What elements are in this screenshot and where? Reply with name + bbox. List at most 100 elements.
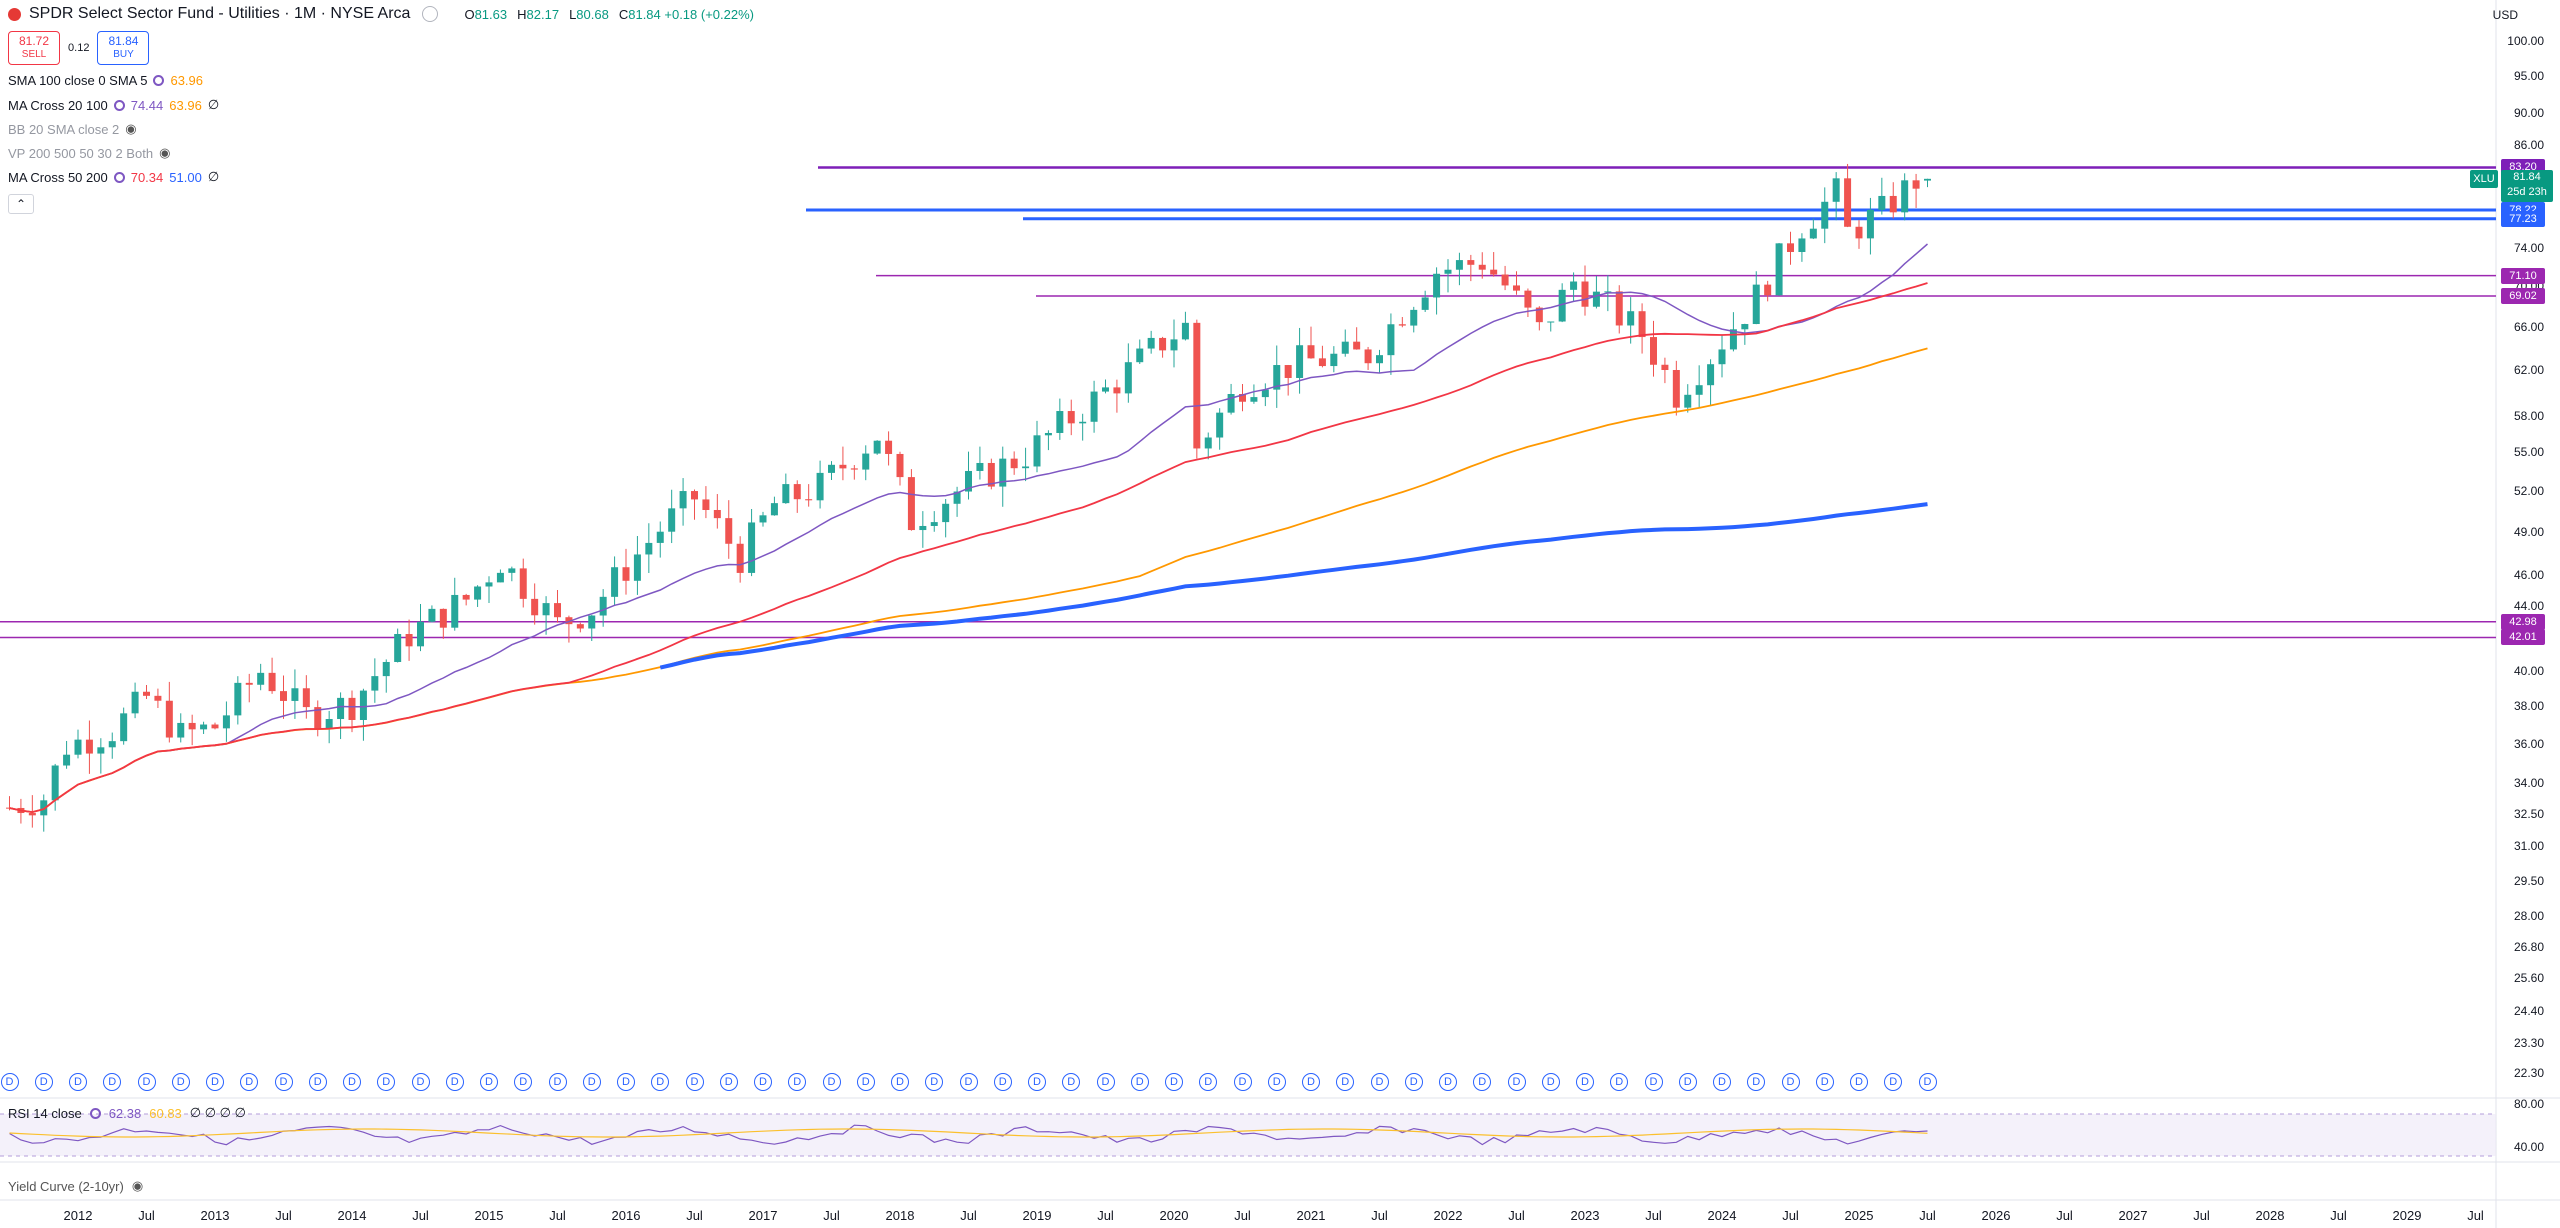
- dividend-badge[interactable]: D: [1781, 1073, 1800, 1091]
- settings-icon[interactable]: [113, 171, 125, 183]
- dividend-badge[interactable]: D: [137, 1073, 156, 1091]
- candle-body: [896, 453, 904, 478]
- eye-icon[interactable]: ◉: [159, 145, 171, 160]
- dividend-badge[interactable]: D: [1576, 1073, 1594, 1091]
- dividend-badge[interactable]: D: [206, 1073, 224, 1091]
- indicator-legend-1[interactable]: MA Cross 20 100 74.44 63.96 ∅: [8, 97, 219, 113]
- price-scale-label: 62.00: [2513, 362, 2544, 377]
- dividend-badge[interactable]: D: [1199, 1073, 1218, 1091]
- currency-label[interactable]: USD: [2492, 8, 2518, 22]
- dividend-badge[interactable]: D: [1678, 1073, 1697, 1091]
- eye-icon[interactable]: ◉: [125, 121, 137, 136]
- candle-body: [1421, 297, 1429, 310]
- dividend-badge[interactable]: D: [1713, 1073, 1731, 1091]
- candle-body: [805, 499, 813, 501]
- dividend-badge[interactable]: D: [171, 1073, 190, 1091]
- dividend-badge[interactable]: D: [1884, 1073, 1903, 1091]
- dividend-badge[interactable]: D: [343, 1073, 361, 1091]
- dividend-badge[interactable]: D: [1267, 1073, 1286, 1091]
- dividend-badge[interactable]: D: [1165, 1073, 1183, 1091]
- dividend-badge[interactable]: D: [856, 1073, 875, 1091]
- dividend-badge[interactable]: D: [377, 1073, 396, 1091]
- dividend-badge[interactable]: D: [685, 1073, 704, 1091]
- candle-body: [348, 697, 356, 720]
- symbol-title[interactable]: SPDR Select Sector Fund - Utilities · 1M…: [29, 5, 411, 22]
- dividend-badge[interactable]: D: [1336, 1073, 1355, 1091]
- dividend-badge[interactable]: D: [651, 1073, 670, 1091]
- dividend-badge[interactable]: D: [480, 1073, 498, 1091]
- more-options-icon[interactable]: [422, 6, 439, 22]
- dividend-badge[interactable]: D: [891, 1073, 909, 1091]
- dividend-badge[interactable]: D: [719, 1073, 738, 1091]
- dividend-badge[interactable]: D: [754, 1073, 772, 1091]
- candle-body: [1547, 321, 1555, 323]
- price-scale-label: 90.00: [2513, 106, 2544, 121]
- dividend-badge[interactable]: D: [1439, 1073, 1457, 1091]
- dividend-badge[interactable]: D: [1062, 1073, 1081, 1091]
- dividend-badge[interactable]: D: [582, 1073, 601, 1091]
- dividend-badge[interactable]: D: [1370, 1073, 1389, 1091]
- dividend-badge[interactable]: D: [34, 1073, 53, 1091]
- dividend-badge[interactable]: D: [993, 1073, 1012, 1091]
- dividend-badge[interactable]: D: [308, 1073, 327, 1091]
- dividend-badge[interactable]: D: [548, 1073, 567, 1091]
- dividend-badge[interactable]: D: [411, 1073, 430, 1091]
- dividend-badge[interactable]: D: [1747, 1073, 1766, 1091]
- indicator-legend-2[interactable]: BB 20 SMA close 2 ◉: [8, 121, 155, 137]
- indicator-legend-3[interactable]: VP 200 500 50 30 2 Both ◉: [8, 145, 188, 161]
- yield-curve-legend[interactable]: Yield Curve (2-10yr) ◉: [8, 1178, 144, 1194]
- candle-body: [691, 491, 698, 500]
- eye-icon[interactable]: ◉: [131, 1178, 144, 1193]
- dividend-badge[interactable]: D: [445, 1073, 464, 1091]
- dividend-badge[interactable]: D: [925, 1073, 944, 1091]
- candle-body: [302, 688, 310, 708]
- dividend-badge[interactable]: D: [617, 1073, 635, 1091]
- candle-body: [143, 691, 150, 696]
- dividend-badge[interactable]: D: [103, 1073, 122, 1091]
- sell-button[interactable]: 81.72 SELL: [8, 31, 61, 65]
- dividend-badge[interactable]: D: [788, 1073, 807, 1091]
- buy-button[interactable]: 81.84 BUY: [97, 31, 150, 65]
- time-axis-label: Jul: [1782, 1208, 1799, 1223]
- dividend-badge[interactable]: D: [514, 1073, 533, 1091]
- candle-body: [1273, 365, 1281, 390]
- dividend-badge[interactable]: D: [1850, 1073, 1868, 1091]
- candle-body: [496, 572, 504, 583]
- dividend-badge[interactable]: D: [240, 1073, 259, 1091]
- dividend-badge[interactable]: D: [1507, 1073, 1526, 1091]
- indicator-legend-0[interactable]: SMA 100 close 0 SMA 5 63.96: [8, 73, 215, 88]
- dividend-badge[interactable]: D: [822, 1073, 841, 1091]
- level-price-tag: 42.98: [2501, 613, 2545, 630]
- dividend-badge[interactable]: D: [1302, 1073, 1320, 1091]
- dividend-badge[interactable]: D: [1610, 1073, 1629, 1091]
- settings-icon[interactable]: [113, 99, 125, 111]
- dividend-badge[interactable]: D: [1404, 1073, 1423, 1091]
- dividend-badge[interactable]: D: [1130, 1073, 1149, 1091]
- indicator-legend-4[interactable]: MA Cross 50 200 70.34 51.00 ∅: [8, 169, 219, 185]
- dividend-badge[interactable]: D: [959, 1073, 978, 1091]
- dividend-badge[interactable]: D: [69, 1073, 87, 1091]
- dividend-badge[interactable]: D: [1096, 1073, 1115, 1091]
- rsi-legend[interactable]: RSI 14 close 62.38 60.83 ∅ ∅ ∅ ∅: [8, 1105, 246, 1121]
- time-axis-label: Jul: [1919, 1208, 1936, 1223]
- settings-icon[interactable]: [153, 75, 165, 86]
- collapse-indicators-button[interactable]: ⌃: [8, 194, 34, 214]
- candle-body: [1398, 324, 1406, 326]
- settings-icon[interactable]: [89, 1107, 101, 1119]
- candle-body: [154, 695, 162, 701]
- dividend-badge[interactable]: D: [1918, 1073, 1937, 1091]
- dividend-badge[interactable]: D: [1028, 1073, 1046, 1091]
- candle-body: [1821, 201, 1829, 229]
- candle-body: [1878, 195, 1886, 210]
- candle-body: [759, 515, 767, 523]
- dividend-badge[interactable]: D: [274, 1073, 293, 1091]
- dividend-badge[interactable]: D: [1473, 1073, 1492, 1091]
- dividend-badge[interactable]: D: [1541, 1073, 1560, 1091]
- dividend-badge[interactable]: D: [1233, 1073, 1252, 1091]
- dividend-badge[interactable]: D: [1815, 1073, 1834, 1091]
- candle-body: [1159, 337, 1167, 351]
- time-axis-label: Jul: [960, 1208, 977, 1223]
- dividend-badge[interactable]: D: [1644, 1073, 1663, 1091]
- dividend-badge[interactable]: D: [0, 1073, 19, 1091]
